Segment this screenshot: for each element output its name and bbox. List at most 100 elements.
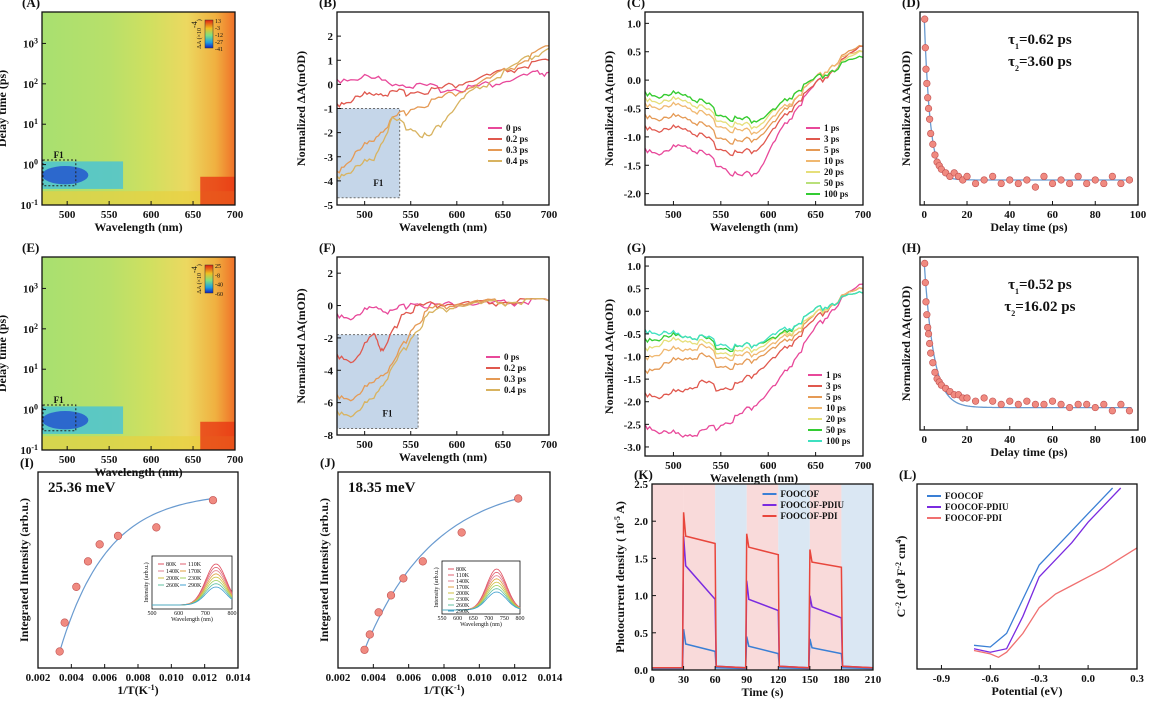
x-tick-label: 500 [665,209,682,221]
f1-label: F1 [54,395,64,405]
y-axis-label: Integrated Intensity (arb.u.) [17,498,31,642]
x-tick-label: 0 [922,434,928,446]
plot-frame [919,256,1139,431]
y-tick-label: 1.0 [627,18,641,30]
legend-label: 10 ps [826,403,846,413]
series-line [644,55,864,125]
plot-frame [41,11,236,206]
data-point [1014,400,1022,408]
y-tick-label: 2 [328,268,334,280]
y-tick-label: -4 [324,176,334,188]
activation-energy: 25.36 meV [48,480,116,496]
inset-legend-label: 140K [166,569,180,575]
y-tick-label: 1.5 [634,553,648,565]
x-tick-label: 100 [1130,209,1147,221]
data-point [1066,179,1074,188]
y-tick-label: 2 [328,31,334,43]
panel-label: (H) [902,240,921,255]
y-tick-label: -1.5 [624,160,642,172]
data-point [922,298,930,306]
y-tick-label: 10-1 [20,443,38,458]
illumination-band [683,484,716,670]
legend-label: 0.4 ps [504,385,527,395]
panel-label: (I) [20,455,34,470]
series-line [336,297,550,418]
chart-g: (G) 500 550 600 650 700 -3.0 -2.5 -2.0 -1.5 -1.0 -0… [602,240,872,485]
inset-y-label: Intensity (arb.u.) [433,567,440,607]
y-tick-label: 101 [23,117,38,132]
legend-label: FOOCOF-PDI [945,513,1002,523]
colorbar-tick: -41 [215,47,223,53]
inset-j: 550 600 650 700 750 800 Wavelength (nm) Intensi… [433,560,525,628]
data-point [1048,179,1057,188]
y-axis-label: Photocurrent density ( 10-5 A) [613,501,628,653]
inset-legend-label: 260K [456,603,470,609]
data-point [989,172,997,181]
series-line [336,58,550,108]
y-axis-label: Normalized ΔA(mOD) [294,288,308,403]
y-tick-label: 1.0 [634,591,648,603]
x-tick-label: 0.004 [59,672,84,684]
x-tick-label: 650 [185,454,202,466]
legend-label: 0 ps [504,352,520,362]
heatmap-yellow-band [42,191,235,205]
inset-legend-label: 230K [456,597,470,603]
inset-x-tick: 500 [148,611,157,617]
x-tick-label: 210 [865,674,882,686]
colorbar [204,19,214,49]
inset-x-tick: 800 [516,616,525,622]
x-tick-label: 600 [760,209,777,221]
inset-legend-label: 80K [166,562,177,568]
data-point [1040,172,1048,181]
plot-frame [336,256,550,436]
inset-legend-label: 140K [456,579,470,585]
panel-label: (C) [627,0,645,10]
legend-label: 100 ps [826,436,851,446]
y-axis-label: Integrated Intensity (arb.u.) [317,498,331,642]
x-tick-label: 550 [402,439,419,451]
y-tick-label: 102 [23,321,38,336]
colorbar-tick: -3 [215,26,220,32]
x-tick-label: 0.008 [126,672,151,684]
data-point [980,394,988,402]
x-tick-label: 0 [922,209,928,221]
x-axis-label: 1/T(K-1) [423,683,464,698]
y-tick-label: 1 [328,55,334,67]
legend-label: 1 ps [824,123,840,133]
y-axis-label: C-2 (109 F-2 cm4) [894,536,909,618]
x-tick-label: 0.014 [226,672,251,684]
x-tick-label: 650 [807,460,824,472]
colorbar-tick: 13 [215,19,221,25]
x-tick-label: 80 [1090,434,1102,446]
data-point [55,647,64,656]
x-tick-label: 600 [449,209,466,221]
data-point [931,368,939,376]
inset-legend-label: 260K [166,583,180,589]
chart-c: (C) 500 550 600 650 700 -2.0 -1.5 -1.0 -0.5 0.0 0.5… [602,0,872,234]
y-tick-label: 2.0 [634,516,648,528]
x-axis-label: Wavelength (nm) [399,450,487,464]
x-tick-label: 0.012 [502,672,527,684]
series-line [644,290,864,357]
x-tick-label: -0.9 [933,673,951,685]
y-tick-label: -1.0 [624,132,642,144]
x-tick-label: 500 [356,439,373,451]
y-tick-label: 0.5 [627,284,641,296]
inset-x-tick: 700 [201,611,210,617]
heatmap-red-region [200,421,235,450]
chart-f: (F) F1 500 550 600 650 700 -8 -6 -4 -2 0 2 0 ps0.2 ps… [294,240,558,464]
y-tick-label: 0 [328,301,334,313]
y-axis-label: Normalized ΔA(mOD) [602,51,616,166]
series-line [652,536,874,669]
data-point [1040,400,1048,408]
x-tick-label: 40 [1004,209,1016,221]
x-tick-label: 60 [1047,209,1059,221]
series-line [644,290,864,353]
series-line [644,45,864,157]
data-point [926,339,934,348]
legend-label: 3 ps [824,134,840,144]
x-tick-label: 0.012 [192,672,217,684]
x-tick-label: 20 [962,209,974,221]
series-line [973,487,1114,648]
x-tick-label: 700 [855,209,872,221]
